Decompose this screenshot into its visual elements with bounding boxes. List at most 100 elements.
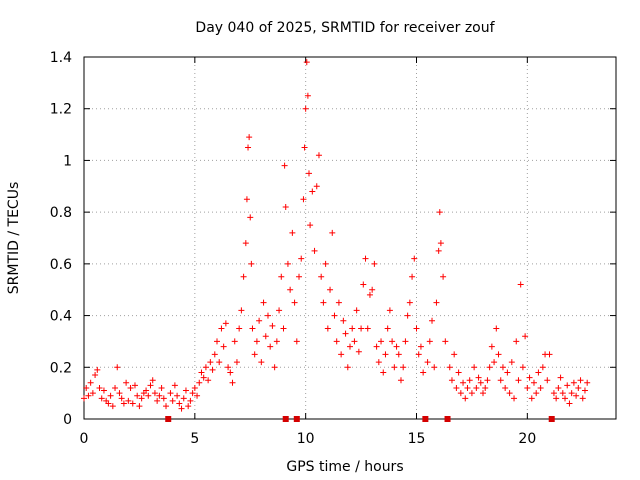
data-point bbox=[457, 390, 464, 397]
data-point bbox=[575, 384, 582, 391]
data-point bbox=[134, 392, 141, 399]
data-point bbox=[508, 359, 515, 366]
data-point bbox=[180, 395, 187, 402]
data-point bbox=[435, 247, 442, 254]
data-point bbox=[85, 392, 92, 399]
data-point bbox=[433, 299, 440, 306]
data-point bbox=[528, 395, 535, 402]
data-point bbox=[302, 105, 309, 112]
data-point bbox=[243, 196, 250, 203]
axis-ticks: 0 0.2 0.4 0.6 0.8 1 1.2 1.4 0 5 10 15 20 bbox=[50, 50, 616, 447]
data-point bbox=[389, 338, 396, 345]
data-point bbox=[386, 307, 393, 314]
data-point bbox=[298, 255, 305, 262]
data-point bbox=[464, 384, 471, 391]
data-point bbox=[497, 377, 504, 384]
data-point bbox=[222, 320, 229, 327]
data-point bbox=[233, 359, 240, 366]
x-tick-label: 20 bbox=[518, 431, 536, 447]
data-point bbox=[256, 317, 263, 324]
data-point bbox=[151, 390, 158, 397]
data-point bbox=[83, 384, 90, 391]
data-point bbox=[475, 374, 482, 381]
data-point bbox=[311, 247, 318, 254]
data-point bbox=[426, 338, 433, 345]
data-point bbox=[436, 209, 443, 216]
data-point bbox=[109, 403, 116, 410]
y-tick-label: 1.2 bbox=[50, 102, 72, 118]
data-point bbox=[573, 392, 580, 399]
data-point bbox=[564, 382, 571, 389]
data-point bbox=[296, 273, 303, 280]
data-point bbox=[136, 403, 143, 410]
data-gap-marker bbox=[293, 416, 300, 422]
data-point bbox=[307, 222, 314, 229]
data-point bbox=[202, 364, 209, 371]
data-point bbox=[94, 366, 101, 373]
data-point bbox=[289, 229, 296, 236]
data-point bbox=[112, 384, 119, 391]
data-point bbox=[238, 307, 245, 314]
y-tick-label: 0 bbox=[63, 412, 72, 428]
data-point bbox=[375, 359, 382, 366]
data-point bbox=[384, 325, 391, 332]
data-point bbox=[207, 359, 214, 366]
data-point bbox=[506, 390, 513, 397]
data-point bbox=[156, 392, 163, 399]
data-point bbox=[194, 392, 201, 399]
data-point bbox=[242, 240, 249, 247]
y-tick-label: 0.4 bbox=[50, 309, 72, 325]
data-gap-marker bbox=[444, 416, 451, 422]
data-point bbox=[480, 390, 486, 397]
data-point bbox=[378, 338, 385, 345]
data-point bbox=[114, 364, 121, 371]
data-point bbox=[280, 325, 287, 332]
data-point bbox=[248, 260, 255, 267]
data-point bbox=[366, 291, 373, 298]
x-axis-label: GPS time / hours bbox=[286, 459, 403, 475]
data-point bbox=[329, 229, 336, 236]
data-point bbox=[269, 322, 276, 329]
data-point bbox=[473, 384, 480, 391]
data-point bbox=[120, 400, 127, 407]
data-point bbox=[468, 390, 475, 397]
x-tick-label: 15 bbox=[408, 431, 426, 447]
plot-frame bbox=[83, 56, 617, 420]
data-point bbox=[537, 384, 544, 391]
data-point bbox=[167, 390, 174, 397]
data-point bbox=[300, 196, 307, 203]
data-point bbox=[524, 384, 531, 391]
data-point bbox=[380, 369, 387, 376]
data-point bbox=[557, 374, 564, 381]
data-point bbox=[517, 281, 524, 288]
data-point bbox=[267, 343, 274, 350]
data-point bbox=[499, 364, 506, 371]
data-point bbox=[515, 377, 522, 384]
data-point bbox=[273, 338, 280, 345]
data-point bbox=[118, 395, 125, 402]
data-point bbox=[477, 379, 484, 386]
data-point bbox=[400, 364, 407, 371]
data-point bbox=[471, 364, 478, 371]
data-point bbox=[584, 379, 591, 386]
data-point bbox=[511, 395, 518, 402]
data-point bbox=[546, 351, 553, 358]
data-point bbox=[482, 384, 489, 391]
data-point bbox=[362, 255, 369, 262]
data-point bbox=[258, 359, 265, 366]
data-point bbox=[391, 364, 398, 371]
data-point bbox=[218, 325, 225, 332]
data-point bbox=[581, 387, 588, 394]
data-point bbox=[176, 400, 183, 407]
data-point bbox=[550, 390, 557, 397]
data-point bbox=[216, 359, 223, 366]
data-point bbox=[493, 325, 500, 332]
data-point bbox=[353, 307, 360, 314]
data-point bbox=[98, 395, 105, 402]
data-gap-markers bbox=[165, 416, 555, 422]
data-point bbox=[491, 359, 498, 366]
data-point bbox=[562, 395, 569, 402]
data-point bbox=[369, 286, 376, 293]
data-point bbox=[281, 162, 288, 169]
